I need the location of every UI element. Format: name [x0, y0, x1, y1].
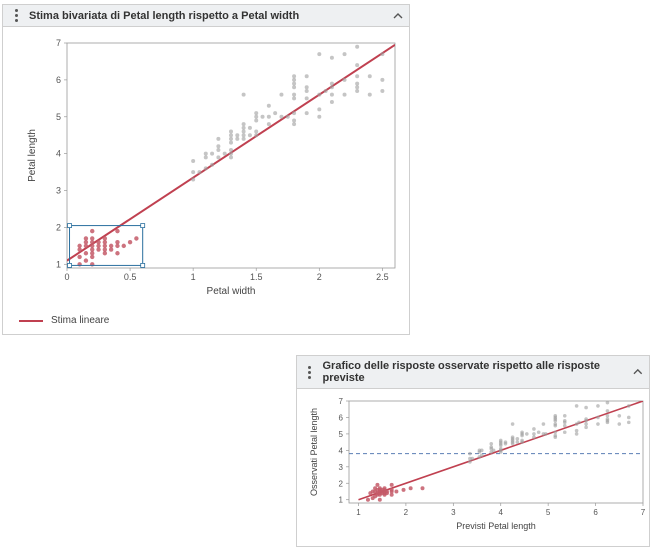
- svg-text:2: 2: [339, 479, 344, 488]
- svg-text:2: 2: [404, 508, 409, 517]
- svg-text:1: 1: [56, 259, 61, 269]
- svg-text:0: 0: [64, 272, 69, 282]
- svg-text:Osservati Petal length: Osservati Petal length: [309, 408, 319, 496]
- svg-text:7: 7: [56, 38, 61, 48]
- svg-text:7: 7: [339, 397, 344, 406]
- bivariate-panel: Stima bivariata di Petal length rispetto…: [2, 4, 410, 335]
- svg-text:7: 7: [641, 508, 646, 517]
- svg-text:6: 6: [593, 508, 598, 517]
- observed-predicted-header[interactable]: Grafico delle risposte osservate rispett…: [297, 356, 649, 389]
- observed-predicted-title: Grafico delle risposte osservate rispett…: [322, 360, 633, 384]
- kebab-menu-icon[interactable]: [9, 9, 23, 22]
- svg-text:4: 4: [339, 446, 344, 455]
- collapse-caret-icon[interactable]: [633, 367, 643, 377]
- svg-text:3: 3: [339, 463, 344, 472]
- svg-text:3: 3: [451, 508, 456, 517]
- svg-text:5: 5: [56, 112, 61, 122]
- observed-predicted-scatter-chart: 12345671234567Previsti Petal lengthOsser…: [303, 395, 655, 537]
- bivariate-scatter-chart: 1 2 3 4 5 6 7 0 0.5 1 1.5 2 2.5 Petal width Petal leng…: [9, 33, 409, 302]
- svg-text:1: 1: [356, 508, 361, 517]
- bivariate-legend: Stima lineare: [3, 311, 409, 334]
- svg-text:Petal length: Petal length: [27, 129, 38, 182]
- svg-text:0.5: 0.5: [124, 272, 137, 282]
- observed-predicted-panel: Grafico delle risposte osservate rispett…: [296, 355, 650, 547]
- svg-text:2: 2: [56, 222, 61, 232]
- kebab-menu-icon[interactable]: [303, 366, 316, 379]
- svg-text:5: 5: [339, 430, 344, 439]
- svg-text:1.5: 1.5: [250, 272, 263, 282]
- legend-label: Stima lineare: [51, 315, 109, 326]
- svg-text:1: 1: [339, 496, 344, 505]
- observed-predicted-chart-body: 12345671234567Previsti Petal lengthOsser…: [297, 389, 649, 546]
- svg-text:2.5: 2.5: [376, 272, 389, 282]
- svg-text:Petal width: Petal width: [207, 286, 256, 297]
- svg-text:2: 2: [317, 272, 322, 282]
- bivariate-chart-body: 1 2 3 4 5 6 7 0 0.5 1 1.5 2 2.5 Petal width Petal leng…: [3, 27, 409, 311]
- svg-text:6: 6: [56, 75, 61, 85]
- svg-text:6: 6: [339, 413, 344, 422]
- svg-text:1: 1: [191, 272, 196, 282]
- bivariate-title: Stima bivariata di Petal length rispetto…: [29, 10, 299, 22]
- legend-line-swatch: [19, 320, 43, 322]
- svg-text:5: 5: [546, 508, 551, 517]
- svg-text:3: 3: [56, 186, 61, 196]
- bivariate-panel-header[interactable]: Stima bivariata di Petal length rispetto…: [3, 5, 409, 27]
- svg-text:4: 4: [56, 149, 61, 159]
- collapse-caret-icon[interactable]: [393, 11, 403, 21]
- svg-text:4: 4: [499, 508, 504, 517]
